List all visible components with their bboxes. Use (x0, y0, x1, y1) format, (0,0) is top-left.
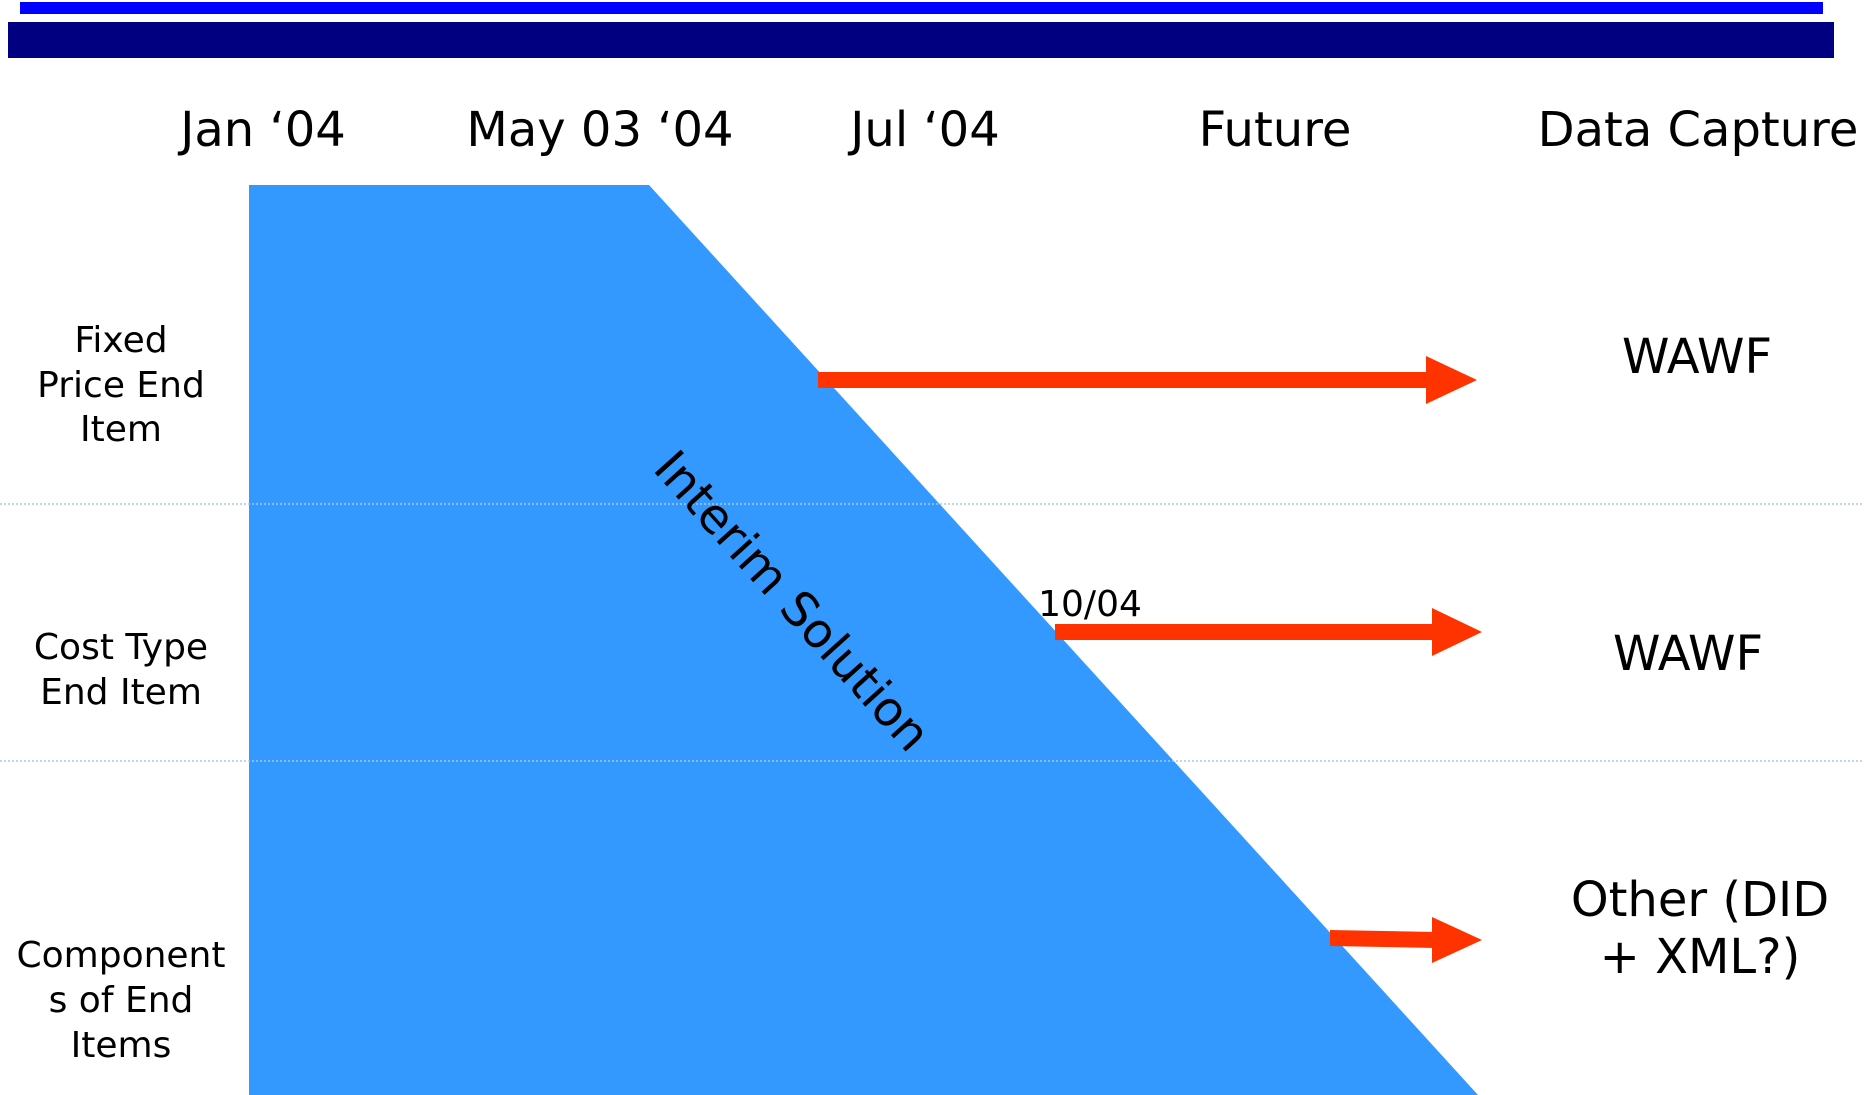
interim-solution-area (249, 185, 1478, 1095)
capture-cost-type: WAWF (1613, 626, 1763, 682)
row-label-fixed-line2: Price End (37, 365, 205, 406)
header-may-03-04: May 03 ‘04 (466, 102, 733, 158)
marker-10-04: 10/04 (1038, 584, 1142, 625)
row-label-fixed-line3: Item (80, 409, 162, 450)
header-jul-04: Jul ‘04 (847, 102, 1000, 158)
row-label-fixed-line1: Fixed (74, 320, 167, 361)
row-label-components-line2: s of End (49, 980, 194, 1021)
row-label-cost-line2: End Item (40, 672, 202, 713)
arrow-components (1330, 917, 1482, 963)
arrow-cost-type (1055, 608, 1482, 656)
capture-fixed-price: WAWF (1622, 329, 1772, 385)
header-jan-04: Jan ‘04 (177, 102, 346, 158)
row-label-components-line3: Items (71, 1025, 172, 1066)
capture-components-line1: Other (DID (1571, 872, 1829, 928)
arrow-fixed-price (818, 356, 1477, 404)
header-future: Future (1199, 102, 1352, 158)
row-label-cost-line1: Cost Type (34, 627, 208, 668)
top-rule-bright (20, 2, 1823, 14)
top-rule-dark (8, 22, 1834, 58)
row-label-components-line1: Component (16, 935, 225, 976)
header-data-capture: Data Capture (1538, 102, 1859, 158)
capture-components-line2: + XML?) (1600, 929, 1801, 985)
